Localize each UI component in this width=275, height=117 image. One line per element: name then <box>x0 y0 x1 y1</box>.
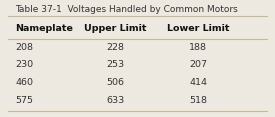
Text: Nameplate: Nameplate <box>15 24 73 33</box>
Text: 208: 208 <box>15 43 33 52</box>
Text: 506: 506 <box>106 78 125 87</box>
Text: 253: 253 <box>106 60 125 69</box>
Text: 575: 575 <box>15 96 33 104</box>
Text: 414: 414 <box>189 78 207 87</box>
Text: 207: 207 <box>189 60 207 69</box>
Text: 230: 230 <box>15 60 33 69</box>
Text: 633: 633 <box>106 96 125 104</box>
Text: Lower Limit: Lower Limit <box>167 24 229 33</box>
Text: Upper Limit: Upper Limit <box>84 24 147 33</box>
Text: Table 37-1  Voltages Handled by Common Motors: Table 37-1 Voltages Handled by Common Mo… <box>15 5 238 14</box>
Text: 518: 518 <box>189 96 207 104</box>
Text: 188: 188 <box>189 43 207 52</box>
Text: 460: 460 <box>15 78 33 87</box>
Text: 228: 228 <box>106 43 125 52</box>
